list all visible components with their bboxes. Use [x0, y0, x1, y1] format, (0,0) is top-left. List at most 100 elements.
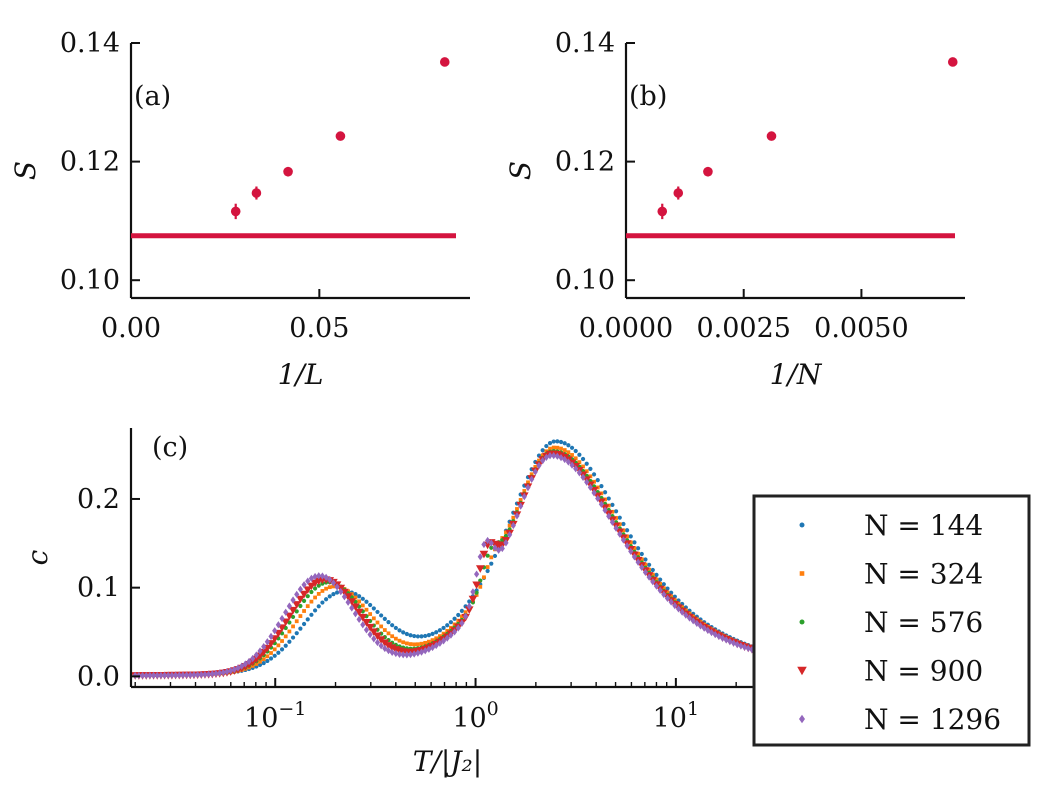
data-point: [287, 639, 292, 644]
data-point: [302, 609, 306, 613]
data-point: [437, 634, 442, 639]
data-point: [624, 542, 630, 550]
data-point: [620, 536, 627, 544]
data-point: [540, 448, 545, 453]
data-point: [187, 671, 193, 679]
data-point: [499, 544, 505, 553]
data-point: [313, 595, 317, 600]
data-point: [154, 671, 160, 680]
data-point: [481, 540, 487, 549]
data-point: [412, 642, 417, 647]
data-point: [239, 662, 245, 670]
data-point: [658, 582, 663, 586]
data-point: [532, 468, 538, 476]
data-point: [439, 57, 450, 67]
data-point: [294, 619, 299, 624]
data-point: [632, 546, 637, 551]
data-point: [393, 636, 398, 641]
panel-c-label: (c): [152, 432, 188, 463]
data-point: [345, 598, 351, 606]
data-point: [404, 631, 409, 637]
legend-marker: [797, 666, 807, 676]
data-point: [488, 539, 494, 547]
data-point: [628, 534, 633, 539]
data-point: [309, 612, 314, 617]
data-point: [573, 465, 579, 473]
data-point: [408, 633, 413, 638]
data-point: [275, 621, 281, 629]
data-point: [327, 585, 332, 590]
data-point: [360, 621, 366, 629]
data-point: [609, 518, 616, 526]
data-point: [272, 653, 277, 658]
data-point: [566, 450, 571, 455]
data-point: [559, 446, 563, 451]
data-point: [504, 530, 508, 535]
data-point: [617, 515, 622, 520]
data-point: [287, 629, 292, 634]
data-point: [460, 614, 464, 619]
data-point: [303, 586, 313, 594]
data-point: [294, 609, 299, 614]
data-point: [474, 590, 479, 595]
data-point: [357, 599, 362, 604]
data-point: [139, 671, 146, 680]
data-point: [525, 483, 531, 492]
data-point: [386, 631, 391, 636]
data-point: [507, 531, 513, 539]
data-point: [451, 628, 458, 636]
data-point: [290, 635, 296, 640]
y-tick-label: 0.10: [555, 265, 615, 296]
data-point: [305, 617, 310, 622]
data-point: [375, 620, 380, 625]
panel-a-ticks: 0.10 0.12 0.14 0.00 0.05: [60, 28, 350, 344]
data-point: [472, 581, 481, 590]
data-point: [947, 57, 958, 67]
panel-b-y-label: S: [504, 161, 537, 180]
legend-marker: [799, 619, 805, 625]
data-point: [206, 670, 212, 678]
data-point: [529, 475, 535, 483]
data-point: [349, 604, 355, 612]
data-point: [230, 206, 241, 217]
data-point: [378, 642, 384, 650]
data-point: [272, 627, 278, 635]
data-point: [224, 668, 230, 676]
data-point: [268, 632, 274, 641]
data-point: [470, 588, 476, 596]
data-point: [423, 640, 428, 645]
data-point: [272, 647, 277, 652]
data-point: [503, 539, 509, 547]
data-point: [298, 603, 303, 609]
data-point: [298, 614, 303, 618]
data-point: [298, 626, 303, 631]
data-point: [675, 605, 682, 613]
data-point: [654, 572, 659, 578]
data-point: [712, 630, 718, 639]
data-point: [261, 657, 266, 662]
data-point: [599, 483, 604, 489]
data-point: [305, 577, 311, 585]
data-point: [701, 624, 707, 632]
data-point: [165, 671, 171, 679]
data-point: [489, 561, 494, 566]
data-point: [312, 586, 318, 591]
data-point: [636, 546, 641, 551]
data-point: [283, 643, 288, 648]
data-point: [285, 612, 294, 621]
data-point: [362, 619, 371, 627]
data-point: [265, 658, 270, 664]
data-point: [374, 638, 381, 647]
data-point: [440, 637, 447, 645]
y-tick-label: 0.14: [60, 28, 120, 59]
data-point: [613, 524, 619, 532]
data-point: [305, 604, 310, 609]
x-tick-label: 0.00: [101, 313, 161, 344]
data-point: [358, 613, 368, 622]
panel-c-data-points: [130, 439, 760, 680]
data-point: [368, 612, 373, 616]
data-point: [489, 555, 494, 560]
data-point: [334, 583, 340, 591]
panel-c-x-label: T/|J₂|: [413, 745, 482, 778]
legend-marker: [799, 571, 805, 576]
